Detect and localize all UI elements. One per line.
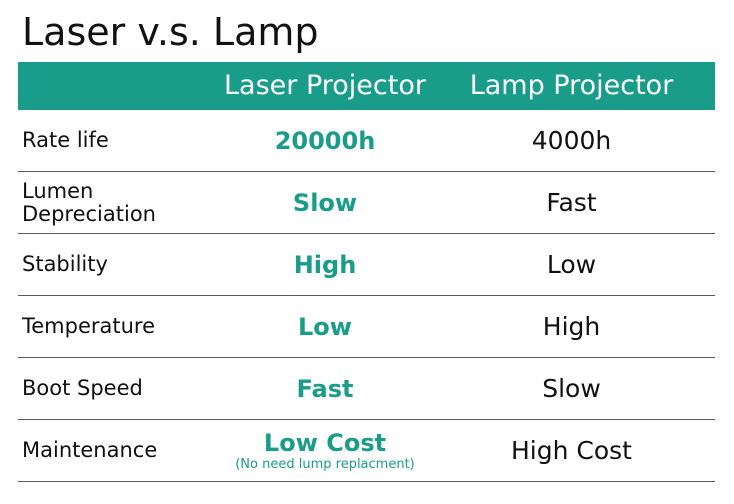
laser-value-note: (No need lump replacment) bbox=[235, 456, 415, 472]
laser-value-text: Low Cost bbox=[263, 428, 387, 457]
lamp-value: Low bbox=[546, 250, 597, 279]
row-label: Stability bbox=[22, 252, 108, 276]
row-label: Lumen Depreciation bbox=[18, 172, 222, 233]
header-lamp-projector: Lamp Projector bbox=[469, 70, 674, 101]
laser-value-text: High bbox=[293, 250, 357, 279]
lamp-value: High bbox=[542, 312, 601, 341]
row-label: Rate life bbox=[22, 128, 109, 152]
laser-value: Low bbox=[222, 296, 428, 357]
table-row: Maintenance Low Cost (No need lump repla… bbox=[18, 420, 715, 482]
lamp-value: Fast bbox=[546, 188, 597, 217]
comparison-table: Laser Projector Lamp Projector Rate life… bbox=[18, 62, 715, 482]
table-row: Stability High Low bbox=[18, 234, 715, 296]
header-laser-projector: Laser Projector bbox=[224, 70, 426, 101]
lamp-value: High Cost bbox=[511, 436, 632, 465]
header-label-column bbox=[18, 62, 222, 110]
laser-value: High bbox=[222, 234, 428, 295]
table-header: Laser Projector Lamp Projector bbox=[18, 62, 715, 110]
laser-value: 20000h bbox=[222, 110, 428, 171]
table-row: Boot Speed Fast Slow bbox=[18, 358, 715, 420]
laser-value-text: Fast bbox=[296, 374, 354, 403]
table-row: Lumen Depreciation Slow Fast bbox=[18, 172, 715, 234]
laser-value: Slow bbox=[222, 172, 428, 233]
table-row: Temperature Low High bbox=[18, 296, 715, 358]
laser-value: Fast bbox=[222, 358, 428, 419]
lamp-value: 4000h bbox=[531, 126, 612, 155]
laser-value-text: Low bbox=[298, 312, 352, 341]
laser-value-text: Slow bbox=[292, 188, 358, 217]
laser-value-text: 20000h bbox=[274, 126, 376, 155]
lamp-value: Slow bbox=[542, 374, 601, 403]
row-label: Maintenance bbox=[22, 438, 158, 462]
table-row: Rate life 20000h 4000h bbox=[18, 110, 715, 172]
row-label: Boot Speed bbox=[22, 376, 143, 400]
page-title: Laser v.s. Lamp bbox=[22, 10, 319, 54]
laser-value: Low Cost (No need lump replacment) bbox=[222, 420, 428, 481]
row-label: Temperature bbox=[22, 314, 156, 338]
row-label-text: Lumen Depreciation bbox=[22, 178, 156, 226]
